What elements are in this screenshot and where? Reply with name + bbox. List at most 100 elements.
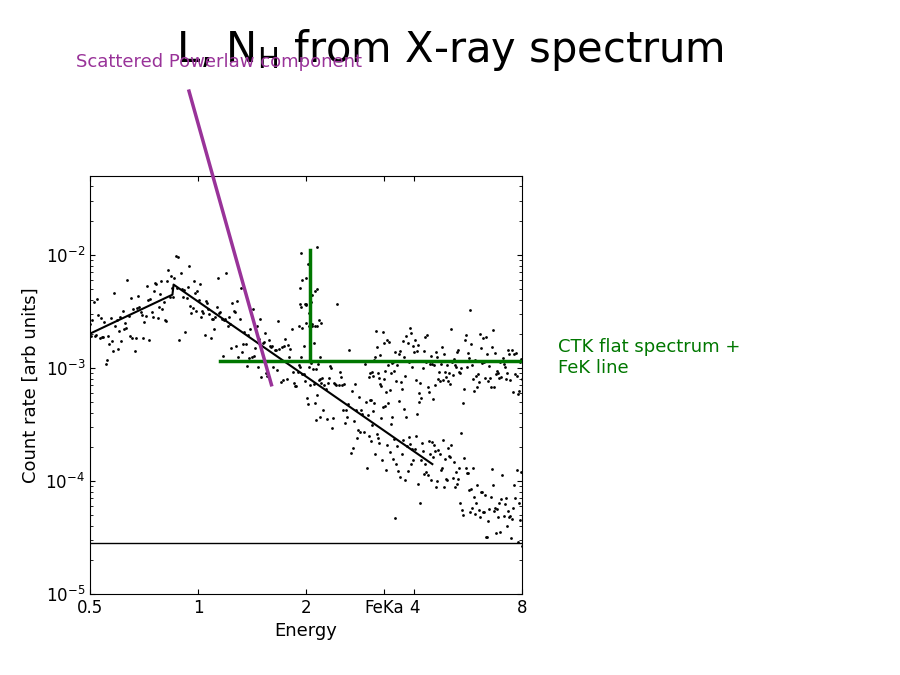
Point	[392, 346, 407, 356]
Point	[310, 284, 324, 295]
Point	[182, 261, 196, 271]
Point	[388, 512, 402, 523]
Point	[394, 377, 409, 387]
Point	[294, 323, 309, 333]
Point	[308, 398, 322, 408]
Point	[392, 349, 406, 360]
Text: Scattered Powerlaw component: Scattered Powerlaw component	[76, 53, 363, 71]
Point	[133, 306, 148, 317]
Point	[382, 446, 397, 457]
Point	[192, 294, 206, 305]
Point	[432, 449, 446, 460]
Point	[499, 493, 513, 504]
Point	[399, 331, 413, 342]
Point	[329, 379, 344, 390]
Point	[515, 541, 529, 551]
Point	[93, 333, 107, 344]
Point	[508, 369, 522, 380]
Point	[181, 282, 195, 293]
Point	[429, 351, 444, 362]
Point	[467, 491, 482, 502]
Point	[388, 347, 402, 358]
Point	[178, 327, 193, 338]
Point	[447, 482, 462, 493]
Point	[301, 259, 315, 270]
Point	[456, 510, 471, 521]
Point	[102, 339, 116, 350]
Point	[162, 292, 176, 303]
Point	[341, 398, 356, 409]
Point	[225, 298, 239, 308]
Point	[309, 364, 323, 375]
Point	[221, 312, 236, 323]
Point	[384, 412, 399, 423]
Point	[427, 359, 441, 370]
Point	[320, 377, 335, 388]
Point	[444, 324, 458, 335]
Point	[142, 335, 157, 346]
Point	[449, 361, 464, 372]
Point	[273, 344, 287, 354]
Point	[177, 285, 192, 296]
Point	[339, 405, 354, 416]
Point	[228, 306, 242, 317]
Point	[436, 481, 451, 492]
Point	[456, 383, 471, 394]
Point	[253, 314, 267, 325]
Point	[514, 466, 528, 477]
Point	[382, 397, 396, 408]
Point	[285, 367, 300, 377]
Point	[236, 339, 250, 350]
Point	[390, 441, 404, 452]
Point	[453, 498, 467, 509]
Point	[424, 351, 438, 362]
Point	[96, 331, 111, 342]
Point	[343, 448, 357, 458]
Point	[288, 381, 302, 392]
Point	[387, 433, 401, 444]
Point	[267, 345, 282, 356]
Point	[246, 304, 260, 315]
Point	[294, 247, 309, 258]
Point	[184, 307, 199, 318]
Point	[416, 446, 430, 456]
Point	[491, 368, 506, 379]
Point	[363, 368, 377, 379]
Point	[235, 346, 249, 357]
Point	[426, 394, 440, 404]
Point	[313, 373, 328, 384]
Point	[340, 412, 355, 423]
Point	[383, 368, 398, 379]
Point	[305, 364, 320, 375]
Point	[358, 397, 373, 408]
Point	[469, 497, 483, 508]
Point	[478, 373, 492, 383]
Point	[466, 385, 481, 396]
Point	[320, 414, 334, 425]
Point	[414, 393, 428, 404]
Point	[278, 334, 293, 345]
Point	[292, 321, 307, 331]
Point	[440, 360, 454, 371]
Point	[168, 250, 183, 261]
Point	[332, 367, 347, 377]
Point	[202, 308, 217, 319]
Point	[430, 476, 445, 487]
Point	[128, 346, 142, 356]
Point	[479, 532, 493, 543]
Point	[188, 288, 202, 298]
Point	[425, 436, 439, 447]
Point	[508, 493, 523, 504]
Point	[201, 303, 215, 314]
Point	[316, 405, 330, 416]
Point	[300, 393, 314, 404]
Point	[447, 354, 462, 364]
Point	[410, 479, 425, 490]
Point	[166, 292, 181, 302]
Point	[450, 347, 464, 358]
Point	[433, 376, 447, 387]
Point	[369, 325, 383, 336]
Point	[424, 475, 438, 485]
Point	[492, 497, 507, 508]
Point	[338, 417, 352, 428]
